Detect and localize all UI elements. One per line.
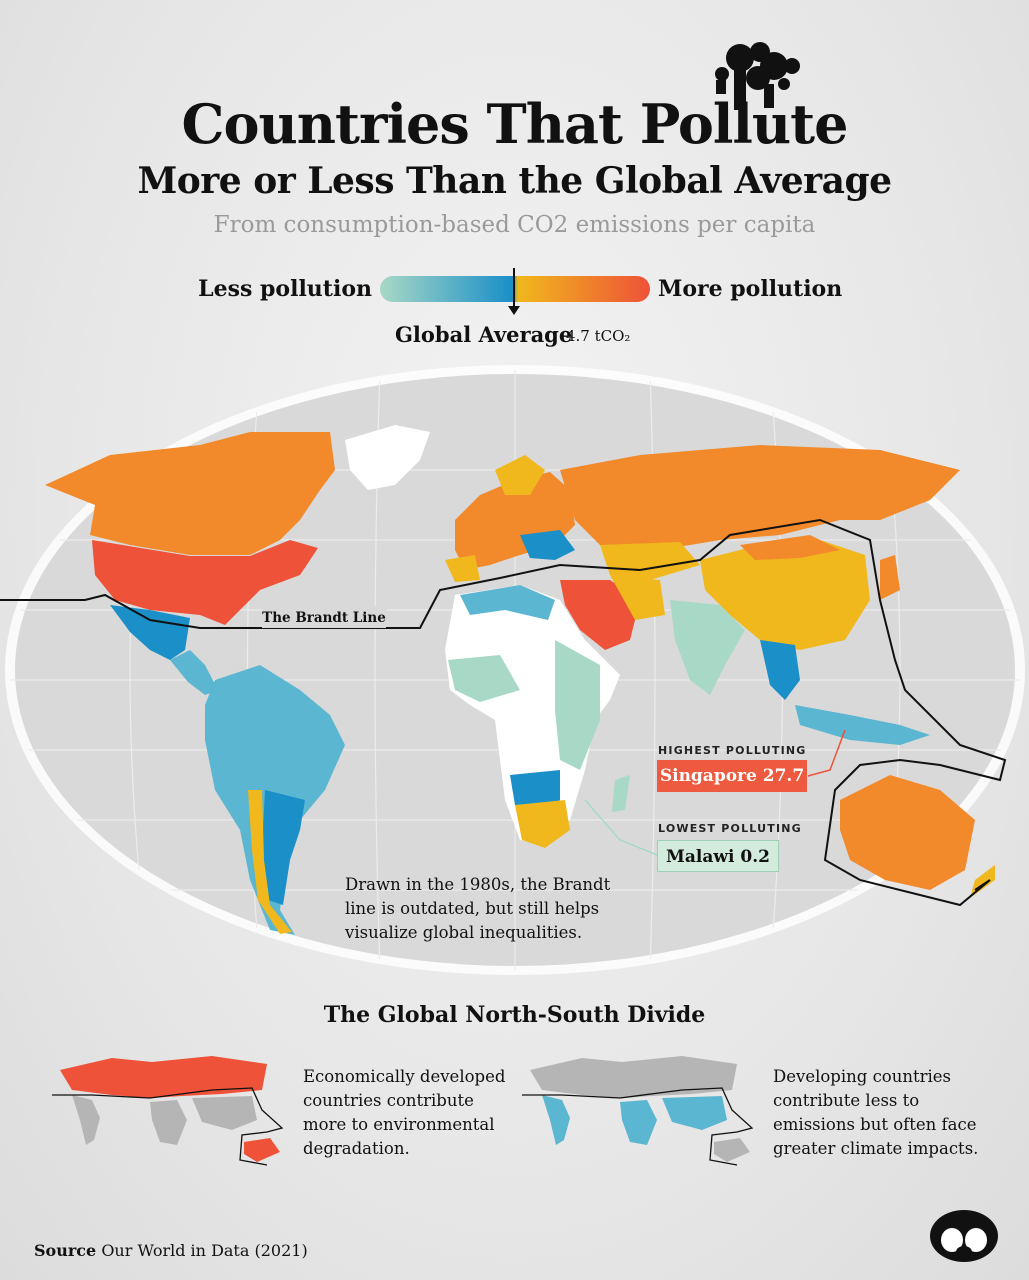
brandt-line-label: The Brandt Line xyxy=(262,610,386,626)
legend-average-marker xyxy=(513,268,515,312)
brandt-label-bg xyxy=(262,606,386,628)
brand-logo-icon xyxy=(930,1210,998,1262)
region-australia xyxy=(840,775,975,890)
region-mexico xyxy=(110,605,190,660)
global-average-label: Global Average xyxy=(395,322,573,347)
region-iran xyxy=(610,575,665,620)
region-middle-east xyxy=(560,580,640,650)
source-label: Source xyxy=(34,1241,97,1260)
smoke-cloud-icon xyxy=(715,42,800,110)
legend-less-label: Less pollution xyxy=(198,276,372,302)
region-scandinavia xyxy=(495,455,545,495)
legend-gradient-bar xyxy=(380,276,650,302)
highest-polluting-heading: HIGHEST POLLUTING xyxy=(658,744,807,757)
south-description: Developing countries contribute less to … xyxy=(773,1067,979,1158)
region-canada-alaska xyxy=(45,432,335,555)
source-credit: Source Our World in Data (2021) xyxy=(34,1241,308,1260)
source-text: Our World in Data (2021) xyxy=(101,1241,308,1260)
arrow-down-icon xyxy=(508,306,520,315)
region-indonesia xyxy=(795,705,930,745)
region-southeast-asia xyxy=(760,640,800,700)
region-central-america xyxy=(170,650,218,695)
malawi-leader-line xyxy=(584,799,658,856)
region-west-africa xyxy=(448,655,520,702)
region-india xyxy=(670,600,745,695)
region-kazakhstan xyxy=(600,542,700,580)
north-description: Economically developed countries contrib… xyxy=(303,1067,506,1158)
lowest-polluting-heading: LOWEST POLLUTING xyxy=(658,822,802,835)
region-argentina xyxy=(262,790,305,905)
global-average-value: 4.7 tCO₂ xyxy=(566,327,631,345)
region-south-africa xyxy=(515,800,570,848)
region-africa xyxy=(445,585,620,845)
region-japan xyxy=(880,555,900,600)
region-east-africa xyxy=(555,640,600,770)
page-subtitle: From consumption-based CO2 emissions per… xyxy=(213,212,816,238)
region-madagascar xyxy=(612,775,630,812)
region-north-africa-coast xyxy=(460,585,555,620)
region-eastern-europe xyxy=(520,530,575,560)
singapore-leader-line xyxy=(807,729,846,777)
legend-more-label: More pollution xyxy=(658,276,843,302)
region-russia xyxy=(560,445,960,550)
page-title: Countries That Pollute xyxy=(181,92,849,156)
north-mini-map xyxy=(52,1056,284,1166)
brandt-line-note: Drawn in the 1980s, the Brandt line is o… xyxy=(345,875,611,942)
divide-section-title: The Global North-South Divide xyxy=(323,1002,706,1028)
highest-polluting-label: Singapore 27.7 xyxy=(657,760,807,792)
region-chile xyxy=(248,790,292,934)
region-greenland xyxy=(345,425,430,490)
region-china xyxy=(700,540,870,650)
south-mini-map xyxy=(522,1056,754,1166)
region-iberia xyxy=(445,555,480,582)
world-map: The Brandt Line xyxy=(0,365,1025,975)
region-mongolia xyxy=(740,535,840,560)
page-subtitle-bold: More or Less Than the Global Average xyxy=(137,160,892,202)
lowest-polluting-label: Malawi 0.2 xyxy=(657,840,779,872)
region-usa xyxy=(92,540,318,625)
